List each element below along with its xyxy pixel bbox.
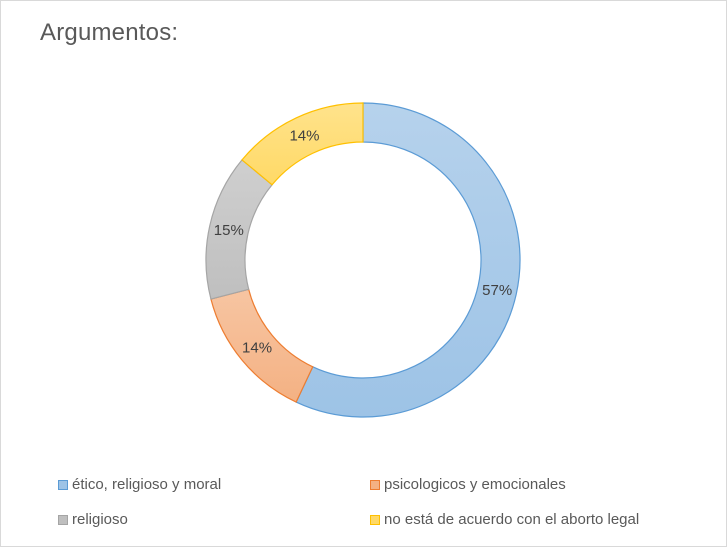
- data-label: 14%: [289, 128, 319, 145]
- data-label: 15%: [214, 222, 244, 239]
- slice-etico: [295, 102, 521, 418]
- chart-title: Argumentos:: [40, 19, 179, 46]
- slice-no-esta-de-acuerdo: [241, 102, 364, 186]
- data-label: 14%: [242, 340, 272, 357]
- data-label: 57%: [482, 282, 512, 299]
